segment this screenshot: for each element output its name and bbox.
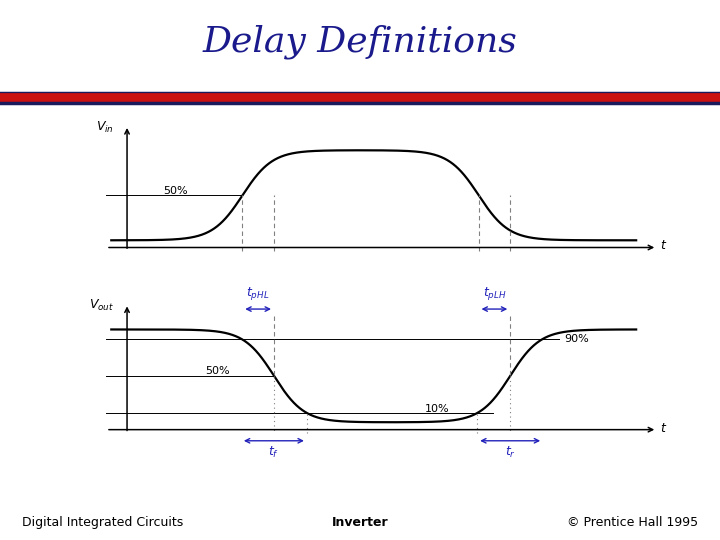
Text: 50%: 50% xyxy=(163,186,188,195)
Text: $t_{pLH}$: $t_{pLH}$ xyxy=(482,285,506,302)
Text: $V_{out}$: $V_{out}$ xyxy=(89,298,114,313)
Text: 50%: 50% xyxy=(206,366,230,376)
Text: $t_r$: $t_r$ xyxy=(505,444,516,460)
Text: 10%: 10% xyxy=(425,404,449,414)
Text: $V_{in}$: $V_{in}$ xyxy=(96,119,114,134)
Text: Digital Integrated Circuits: Digital Integrated Circuits xyxy=(22,516,183,529)
Text: © Prentice Hall 1995: © Prentice Hall 1995 xyxy=(567,516,698,529)
Text: Delay Definitions: Delay Definitions xyxy=(202,24,518,59)
Text: $t$: $t$ xyxy=(660,422,667,435)
Text: $t_f$: $t_f$ xyxy=(269,444,279,460)
Text: 90%: 90% xyxy=(564,334,589,344)
Text: $t$: $t$ xyxy=(660,239,667,252)
Text: $t_{pHL}$: $t_{pHL}$ xyxy=(246,285,270,302)
Text: Inverter: Inverter xyxy=(332,516,388,529)
